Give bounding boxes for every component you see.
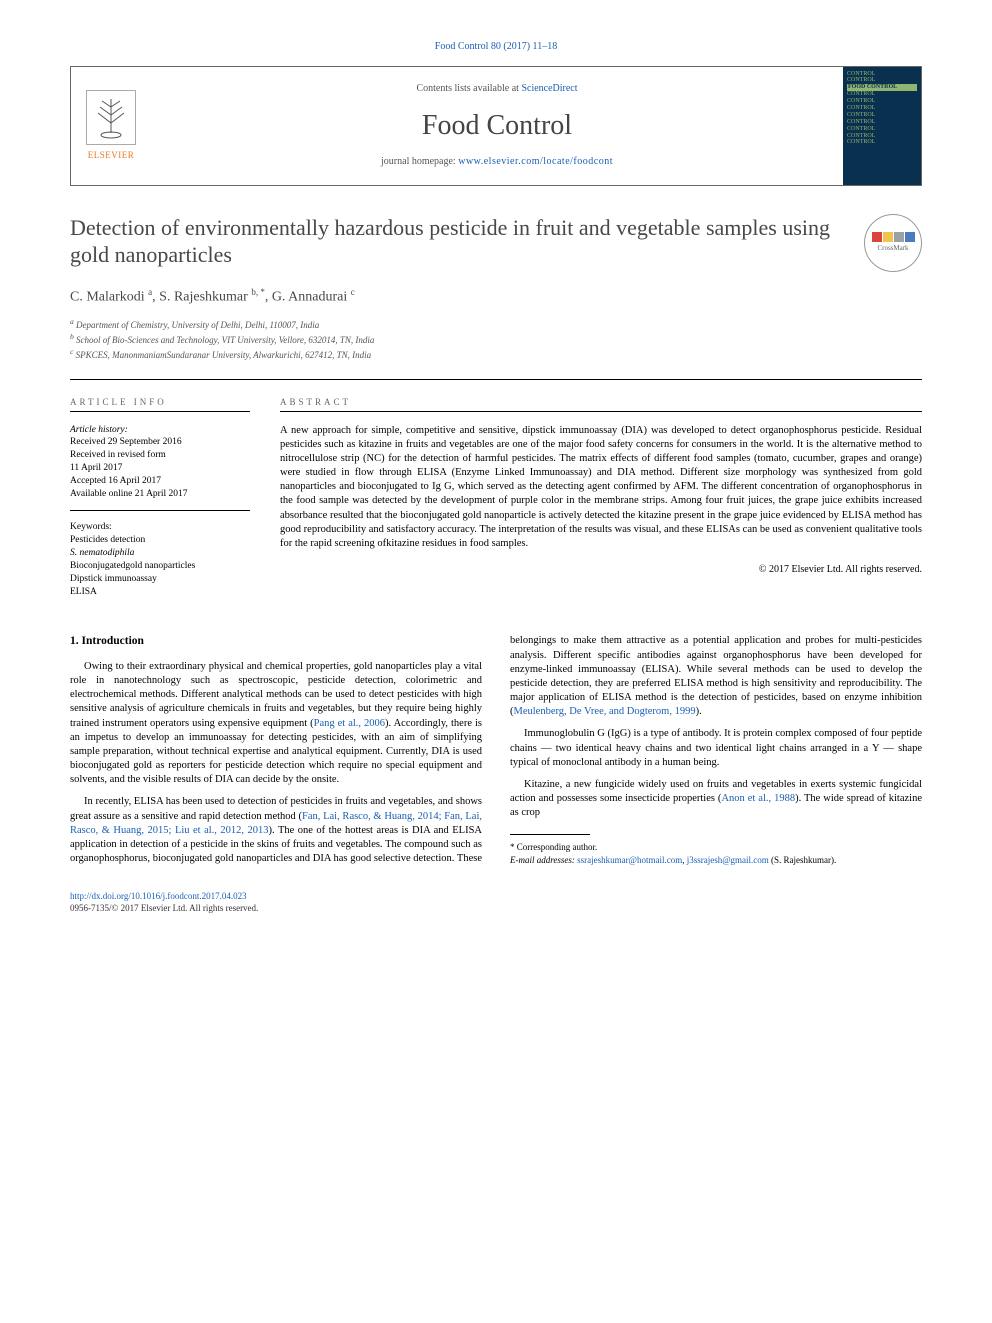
corresponding-author: * Corresponding author. E-mail addresses… bbox=[510, 841, 922, 865]
cover-word: CONTROL bbox=[847, 77, 917, 84]
history-line: Accepted 16 April 2017 bbox=[70, 475, 250, 488]
homepage-link[interactable]: www.elsevier.com/locate/foodcont bbox=[458, 156, 613, 167]
crossmark-label: CrossMark bbox=[877, 244, 908, 253]
intro-p1: Owing to their extraordinary physical an… bbox=[70, 660, 482, 788]
doi-link[interactable]: http://dx.doi.org/10.1016/j.foodcont.201… bbox=[70, 891, 247, 901]
cover-word: CONTROL bbox=[847, 112, 917, 119]
corr-name: (S. Rajeshkumar). bbox=[771, 855, 836, 865]
history-line: Received in revised form bbox=[70, 449, 250, 462]
article-info-column: ARTICLE INFO Article history: Received 2… bbox=[70, 396, 250, 598]
keyword-line: ELISA bbox=[70, 586, 250, 599]
journal-header: ELSEVIER Contents lists available at Sci… bbox=[70, 66, 922, 186]
t: ). bbox=[696, 706, 702, 717]
keyword-line: Bioconjugatedgold nanoparticles bbox=[70, 560, 250, 573]
elsevier-label: ELSEVIER bbox=[88, 149, 135, 161]
article-history: Article history: Received 29 September 2… bbox=[70, 424, 250, 512]
header-center: Contents lists available at ScienceDirec… bbox=[151, 67, 843, 185]
cm-sq bbox=[872, 232, 882, 242]
corr-star: * Corresponding author. bbox=[510, 841, 922, 853]
affiliations: a Department of Chemistry, University of… bbox=[70, 317, 922, 361]
homepage-line: journal homepage: www.elsevier.com/locat… bbox=[161, 155, 833, 169]
elsevier-tree-icon bbox=[86, 90, 136, 145]
abstract-text: A new approach for simple, competitive a… bbox=[280, 424, 922, 552]
contents-prefix: Contents lists available at bbox=[416, 83, 521, 94]
cover-word: CONTROL bbox=[847, 98, 917, 105]
cover-word: CONTROL bbox=[847, 133, 917, 140]
homepage-prefix: journal homepage: bbox=[381, 156, 458, 167]
cover-word: CONTROL bbox=[847, 126, 917, 133]
sciencedirect-link[interactable]: ScienceDirect bbox=[521, 83, 577, 94]
intro-p4: Kitazine, a new fungicide widely used on… bbox=[510, 778, 922, 821]
email-link[interactable]: j3ssrajesh@gmail.com bbox=[687, 855, 769, 865]
cm-sq bbox=[894, 232, 904, 242]
article-info-label: ARTICLE INFO bbox=[70, 396, 250, 411]
history-line: Available online 21 April 2017 bbox=[70, 488, 250, 501]
cover-word: CONTROL bbox=[847, 119, 917, 126]
cm-sq bbox=[883, 232, 893, 242]
journal-cover-thumb: CONTROLCONTROLFOOD CONTROLCONTROLCONTROL… bbox=[843, 67, 921, 185]
crossmark-icon bbox=[872, 232, 915, 242]
authors: C. Malarkodi a, S. Rajeshkumar b, *, G. … bbox=[70, 286, 922, 308]
history-line: 11 April 2017 bbox=[70, 462, 250, 475]
history-label: Article history: bbox=[70, 424, 250, 437]
issn-line: 0956-7135/© 2017 Elsevier Ltd. All right… bbox=[70, 903, 258, 913]
email-link[interactable]: ssrajeshkumar@hotmail.com bbox=[577, 855, 682, 865]
abstract-column: ABSTRACT A new approach for simple, comp… bbox=[280, 396, 922, 598]
keyword-line: Dipstick immunoassay bbox=[70, 573, 250, 586]
cover-word: CONTROL bbox=[847, 91, 917, 98]
cover-words: CONTROLCONTROLFOOD CONTROLCONTROLCONTROL… bbox=[847, 71, 917, 181]
affiliation-line: a Department of Chemistry, University of… bbox=[70, 317, 922, 331]
history-line: Received 29 September 2016 bbox=[70, 436, 250, 449]
citation-header: Food Control 80 (2017) 11–18 bbox=[70, 40, 922, 54]
crossmark-badge[interactable]: CrossMark bbox=[864, 214, 922, 272]
ref-link[interactable]: Pang et al., 2006 bbox=[314, 718, 385, 729]
contents-line: Contents lists available at ScienceDirec… bbox=[161, 82, 833, 96]
keyword-line: Pesticides detection bbox=[70, 534, 250, 547]
abstract-label: ABSTRACT bbox=[280, 396, 922, 411]
cover-word: FOOD CONTROL bbox=[847, 84, 917, 91]
journal-name: Food Control bbox=[161, 107, 833, 145]
cm-sq bbox=[905, 232, 915, 242]
abstract-copyright: © 2017 Elsevier Ltd. All rights reserved… bbox=[280, 563, 922, 577]
affiliation-line: c SPKCES, ManonmaniamSundaranar Universi… bbox=[70, 347, 922, 361]
intro-p3: Immunoglobulin G (IgG) is a type of anti… bbox=[510, 727, 922, 770]
body-text: 1. Introduction Owing to their extraordi… bbox=[70, 634, 922, 866]
email-label: E-mail addresses: bbox=[510, 855, 575, 865]
keyword-line: S. nematodiphila bbox=[70, 547, 250, 560]
ref-link[interactable]: Meulenberg, De Vree, and Dogterom, 1999 bbox=[514, 706, 696, 717]
page-footer: http://dx.doi.org/10.1016/j.foodcont.201… bbox=[70, 890, 922, 914]
keywords-label: Keywords: bbox=[70, 521, 250, 534]
keywords-block: Keywords: Pesticides detectionS. nematod… bbox=[70, 521, 250, 598]
intro-heading: 1. Introduction bbox=[70, 634, 482, 650]
article-title: Detection of environmentally hazardous p… bbox=[70, 214, 844, 269]
affiliation-line: b School of Bio-Sciences and Technology,… bbox=[70, 332, 922, 346]
elsevier-logo: ELSEVIER bbox=[71, 67, 151, 185]
cover-word: CONTROL bbox=[847, 139, 917, 146]
ref-link[interactable]: Anon et al., 1988 bbox=[721, 793, 795, 804]
cover-word: CONTROL bbox=[847, 105, 917, 112]
footnote-rule bbox=[510, 834, 590, 835]
cover-word: CONTROL bbox=[847, 71, 917, 78]
